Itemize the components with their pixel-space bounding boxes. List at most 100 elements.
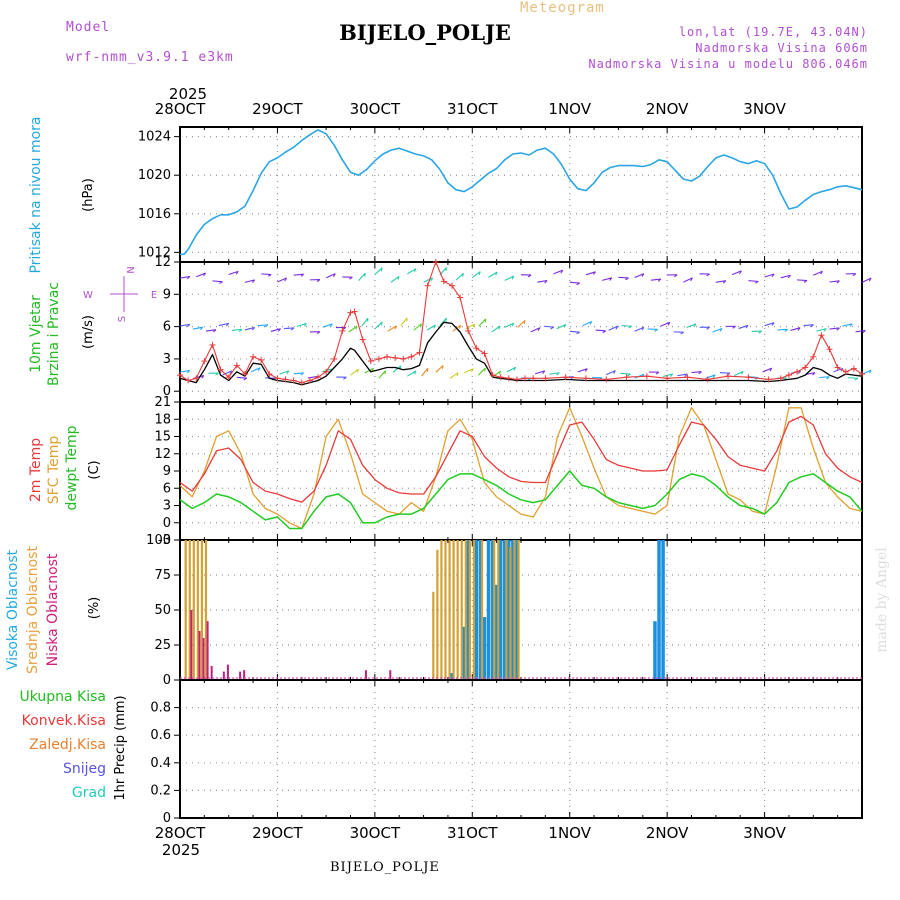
- cloud-unit-label: (%): [87, 597, 102, 620]
- cloud-bar-low: [222, 671, 225, 679]
- wind-arrow: [478, 318, 487, 327]
- precip-legend-3: Zaledj.Kisa: [29, 737, 106, 753]
- y-tick-label: 75: [154, 568, 171, 583]
- wind-arrow: [504, 275, 515, 281]
- cloud-bar-high: [515, 540, 519, 679]
- precip-legend-2: Konvek.Kisa: [22, 713, 106, 729]
- high-cloud-label: Visoka Oblacnost: [5, 549, 21, 670]
- wind-arrow: [816, 328, 827, 332]
- wind-arrow-head: [459, 324, 462, 329]
- compass-w-label: W: [83, 290, 93, 301]
- y-tick-label: 0: [163, 811, 171, 826]
- cloud-bar-mid: [517, 540, 520, 679]
- temp-2m-line: [179, 415, 863, 503]
- wind-arrow: [212, 280, 223, 283]
- y-tick-label: 0: [163, 384, 171, 399]
- watermark: made by Angel: [874, 547, 890, 653]
- wind-arrow-head: [797, 327, 801, 331]
- wind-arrow: [350, 368, 359, 376]
- cloud-bar-low: [389, 670, 392, 679]
- wind-arrow-head: [394, 325, 397, 330]
- header-coords: lon,lat (19.7E, 43.04N): [678, 25, 868, 39]
- wind-arrow-head: [264, 324, 269, 328]
- wind-arrow-head: [670, 373, 674, 377]
- panel-frame: [179, 126, 863, 263]
- wind-arrow: [731, 270, 742, 276]
- wind-arrow: [606, 370, 616, 376]
- wind-arrow-head: [627, 373, 631, 377]
- wind-arrow: [543, 325, 554, 328]
- cloud-bar-high: [462, 626, 466, 679]
- wind-title-line1: 10m Vjetar: [28, 295, 44, 373]
- wind-arrow-head: [667, 322, 671, 326]
- wind-arrow-head: [219, 281, 223, 284]
- wind-arrow: [847, 377, 858, 379]
- wind-arrow: [620, 372, 631, 375]
- wind-arrow-head: [484, 318, 487, 323]
- wind-arrow-head: [803, 280, 808, 283]
- wind-arrow-head: [592, 271, 596, 275]
- precip-legend-5: Grad: [72, 785, 106, 801]
- y-tick-label: 0: [163, 673, 171, 688]
- precip-legend-1: Ukupna Kisa: [19, 689, 106, 705]
- wind-arrow: [218, 322, 229, 327]
- wind-arrow-head: [229, 370, 233, 375]
- wind-arrow: [293, 372, 304, 375]
- compass-s-label: S: [117, 316, 128, 322]
- wind-arrow: [691, 371, 702, 374]
- wind-arrow-head: [186, 323, 191, 328]
- wind-arrow: [449, 372, 459, 379]
- wind-arrow-head: [316, 331, 321, 335]
- wind-arrow: [803, 324, 814, 327]
- wind-arrow: [413, 323, 422, 331]
- header-elevation: Nadmorska Visina 606m: [695, 41, 868, 55]
- wind-arrow: [634, 273, 645, 279]
- cloud-bar-mid: [196, 540, 199, 679]
- wind-arrow: [250, 367, 261, 373]
- wind-arrow-head: [693, 323, 697, 328]
- cloud-bar-mid: [448, 540, 451, 679]
- wind-arrow-head: [537, 327, 541, 331]
- wind-arrow-head: [332, 273, 336, 277]
- wind-arrow-head: [300, 273, 304, 277]
- wind-arrow-head: [823, 328, 827, 332]
- x-tick-label-bottom: 29OCT: [252, 824, 303, 842]
- y-tick-label: 1024: [138, 130, 171, 145]
- wind-arrow: [790, 327, 801, 331]
- wind-arrow-head: [680, 331, 684, 335]
- wind-arrow-head: [329, 323, 333, 328]
- wind-arrow-head: [712, 374, 716, 379]
- wind-arrow-head: [738, 270, 742, 275]
- wind-arrow: [463, 368, 474, 374]
- wind-arrow-head: [355, 326, 358, 330]
- wind-arrow: [261, 273, 272, 276]
- x-tick-label-top: 29OCT: [252, 100, 303, 118]
- cloud-bar-high: [494, 584, 499, 679]
- compass-n-label: N: [124, 266, 135, 273]
- sfc-temp-line: [179, 407, 863, 530]
- cloud-bar-mid: [464, 540, 467, 679]
- wind-arrow-head: [602, 330, 606, 334]
- x-tick-label-top: 2NOV: [646, 100, 689, 118]
- panel-frame: [179, 679, 863, 819]
- wind-arrow: [530, 327, 541, 333]
- temp-unit-label: (C): [87, 460, 102, 479]
- cloud-bar-mid: [513, 540, 516, 679]
- wind-arrow-head: [495, 271, 498, 276]
- x-tick-label-top: 31OCT: [447, 100, 498, 118]
- wind-arrow: [608, 325, 619, 331]
- wind-arrow: [535, 370, 545, 375]
- wind-arrow: [733, 370, 744, 377]
- x-tick-label-top: 28OCT: [155, 100, 206, 118]
- wind-arrow-head: [556, 372, 560, 376]
- cloud-bar-high: [661, 540, 665, 679]
- cloud-bar-mid: [184, 540, 187, 679]
- cloud-bar-mid: [472, 540, 476, 679]
- wind-arrow-head: [511, 322, 515, 327]
- wind-arrow: [556, 324, 567, 330]
- wind-arrow-head: [854, 377, 859, 381]
- wind-arrow-head: [235, 271, 239, 275]
- wind-arrow-head: [456, 372, 459, 377]
- wind-arrow-head: [343, 376, 347, 380]
- wind-arrow-head: [706, 273, 710, 277]
